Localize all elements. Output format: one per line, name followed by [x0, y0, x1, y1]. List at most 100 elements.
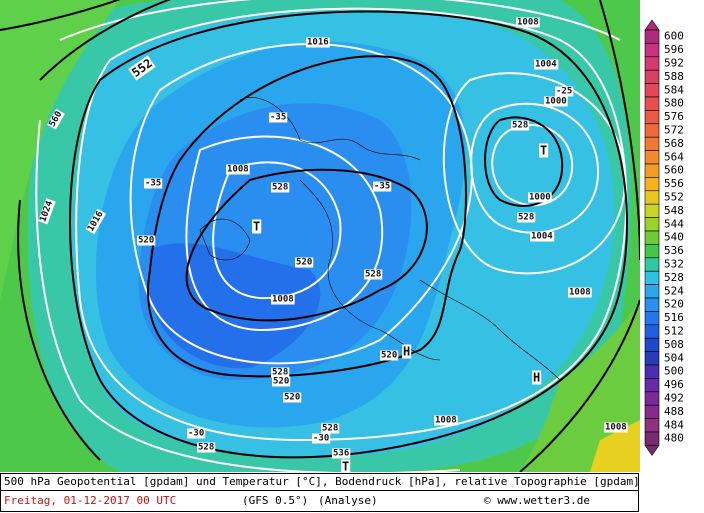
label-box: [271, 294, 295, 305]
geopotential-contours: [0, 0, 640, 472]
colorbar-cell: [644, 83, 660, 98]
label-box: [312, 433, 331, 444]
colorbar-cell: [644, 391, 660, 406]
footer-description: 500 hPa Geopotential [gpdam] und Tempera…: [4, 475, 640, 488]
colorbar-cell: [644, 136, 660, 151]
map-label: 520: [138, 236, 154, 246]
map-label: -30: [313, 434, 329, 444]
colorbar-label: 560: [664, 164, 684, 177]
colorbar-label: 492: [664, 392, 684, 405]
label-box: [252, 219, 262, 234]
map-label: 520: [273, 377, 289, 387]
label-box: [380, 350, 399, 361]
colorbar-label: 504: [664, 351, 684, 364]
footer-model: (GFS 0.5°): [242, 494, 308, 507]
map-label: 1008: [227, 165, 249, 175]
colorbar-label: 576: [664, 110, 684, 123]
map-label: 1004: [531, 232, 553, 242]
colorbar-cell: [644, 190, 660, 205]
label-box: [532, 370, 542, 385]
colorbar-cell: [644, 43, 660, 58]
label-box: [283, 392, 302, 403]
map-label: 528: [512, 121, 528, 131]
map-label: H: [533, 371, 540, 385]
colorbar-cell: [644, 311, 660, 326]
colorbar-label: 520: [664, 298, 684, 311]
map-label: 1008: [569, 288, 591, 298]
colorbar-label: 480: [664, 432, 684, 445]
map-label: T: [253, 220, 260, 234]
label-box: [271, 182, 290, 193]
colorbar-label: 500: [664, 365, 684, 378]
label-box: [364, 269, 383, 280]
map-label: 1000: [545, 97, 567, 107]
colorbar-label: 516: [664, 311, 684, 324]
map-label: -35: [270, 113, 286, 123]
colorbar-label: 512: [664, 325, 684, 338]
label-box: [272, 376, 291, 387]
colorbar-label: 536: [664, 244, 684, 257]
label-box: [511, 120, 530, 131]
colorbar-arrow-top: [644, 19, 660, 31]
colorbar-cell: [644, 351, 660, 366]
map-label: H: [403, 345, 410, 359]
zone-552: [590, 420, 640, 472]
colorbar-label: 596: [664, 43, 684, 56]
colorbar-cell: [644, 56, 660, 71]
label-box: [269, 112, 288, 123]
map-label: 528: [365, 270, 381, 280]
map-label: -30: [188, 429, 204, 439]
colorbar-label: 600: [664, 30, 684, 43]
label-box: [128, 55, 156, 81]
colorbar-cell: [644, 284, 660, 299]
colorbar-label: 528: [664, 271, 684, 284]
colorbar-cell: [644, 337, 660, 352]
map-label: 528: [518, 213, 534, 223]
label-box: [555, 86, 574, 97]
map-label: 528: [198, 443, 214, 453]
colorbar-cell: [644, 110, 660, 125]
map-label: 536: [333, 449, 349, 459]
map-labels: 1016 552 560 -35 -35 -35 1008 528 T 1024…: [38, 17, 628, 474]
colorbar-cell: [644, 404, 660, 419]
colorbar-label: 572: [664, 124, 684, 137]
colorbar-cell: [644, 244, 660, 259]
colorbar-label: 580: [664, 97, 684, 110]
colorbar-label: 508: [664, 338, 684, 351]
colorbar-label: 552: [664, 191, 684, 204]
colorbar-label: 584: [664, 83, 684, 96]
colorbar-cell: [644, 324, 660, 339]
footer-copyright: © www.wetter3.de: [484, 494, 590, 507]
colorbar-cell: [644, 29, 660, 44]
colorbar-label: 568: [664, 137, 684, 150]
map-label: 520: [381, 351, 397, 361]
colorbar-cell: [644, 270, 660, 285]
colorbar-label: 564: [664, 150, 684, 163]
colorbar-label: 532: [664, 258, 684, 271]
map-label: -35: [374, 182, 390, 192]
colorbar-cell: [644, 163, 660, 178]
colorbar-cell: [644, 69, 660, 84]
label-box: [226, 164, 250, 175]
colorbar-cell: [644, 123, 660, 138]
colorbar-label: 548: [664, 204, 684, 217]
label-box: [544, 96, 568, 107]
label-box: [373, 181, 392, 192]
label-box: [295, 257, 314, 268]
colorbar-cell: [644, 257, 660, 272]
colorbar-label: 524: [664, 284, 684, 297]
map-label: 520: [296, 258, 312, 268]
colorbar-cell: [644, 297, 660, 312]
label-box: [38, 198, 56, 225]
map-label: 1004: [535, 60, 557, 70]
label-box: [528, 192, 552, 203]
label-box: [516, 17, 540, 28]
colorbar-arrow-bottom: [644, 445, 660, 456]
label-box: [137, 235, 156, 246]
colorbar-cell: [644, 177, 660, 192]
label-box: [271, 367, 290, 378]
label-box: [197, 442, 216, 453]
colorbar-cell: [644, 431, 660, 446]
label-box: [568, 287, 592, 298]
map-label: 528: [272, 183, 288, 193]
